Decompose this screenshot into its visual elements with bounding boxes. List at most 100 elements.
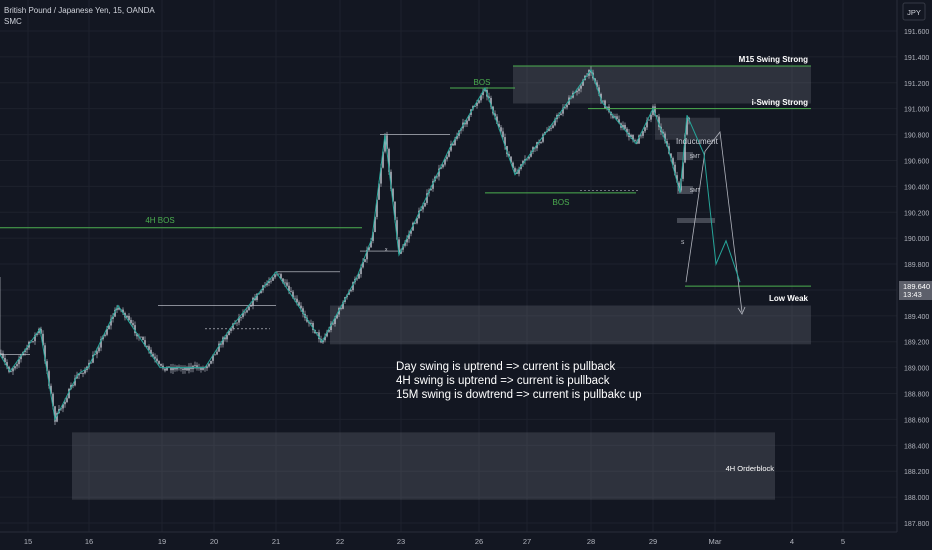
candle-body: [228, 330, 230, 336]
candle-body: [16, 364, 18, 367]
candle-body: [466, 120, 468, 125]
candle-body: [482, 90, 484, 96]
candle-body: [464, 122, 466, 125]
x-tick-label: 29: [649, 537, 657, 546]
currency-button[interactable]: JPY: [902, 2, 926, 21]
candle-body: [504, 137, 506, 147]
candle-body: [416, 218, 418, 224]
y-tick-label: 187.800: [904, 521, 929, 528]
zone-2: [330, 305, 811, 345]
candle-body: [500, 127, 502, 132]
candle-body: [220, 343, 222, 345]
candle-body: [358, 274, 360, 279]
candle-body: [60, 408, 62, 410]
symbol-title[interactable]: British Pound / Japanese Yen, 15, OANDA: [4, 6, 155, 15]
candle-body: [194, 365, 196, 367]
candle-body: [162, 365, 164, 369]
candle-body: [112, 316, 114, 319]
candle-body: [384, 135, 386, 152]
candle-body: [684, 134, 686, 163]
labels-layer: M15 Swing Strong i-Swing Strong Low Weak…: [145, 55, 808, 473]
candle-body: [4, 357, 6, 363]
candle-body: [132, 323, 134, 326]
candle-body: [148, 346, 150, 350]
candle-body: [126, 315, 128, 318]
candle-body: [652, 106, 654, 115]
structure-layer: [0, 65, 811, 355]
candle-body: [56, 412, 58, 422]
candle-body: [96, 351, 98, 355]
candle-body: [476, 102, 478, 106]
candle-body: [566, 104, 568, 108]
candle-body: [108, 325, 110, 330]
candle-body: [424, 202, 426, 207]
candle-body: [576, 90, 578, 93]
candle-body: [272, 277, 274, 281]
candle-body: [168, 366, 170, 368]
candle-body: [256, 293, 258, 301]
candle-body: [406, 238, 408, 243]
y-tick-label: 189.400: [904, 314, 929, 321]
candle-body: [454, 138, 456, 146]
candle-body: [332, 323, 334, 325]
candle-body: [528, 156, 530, 159]
candle-body: [242, 312, 244, 317]
candle-body: [654, 106, 656, 116]
candle-body: [372, 232, 374, 241]
x-tick-label: 26: [475, 537, 483, 546]
candle-body: [436, 176, 438, 178]
candle-body: [200, 367, 202, 370]
candle-body: [260, 290, 262, 294]
candle-body: [94, 354, 96, 356]
candle-body: [336, 314, 338, 319]
candle-body: [298, 302, 300, 306]
candle-body: [530, 151, 532, 157]
candle-body: [202, 367, 204, 370]
candle-body: [82, 372, 84, 374]
smt-label-2: SMT: [690, 188, 701, 194]
m15-swing-strong-label: M15 Swing Strong: [739, 55, 808, 64]
candle-body: [300, 305, 302, 309]
candle-body: [374, 216, 376, 233]
zone-0: [513, 65, 811, 104]
candle-body: [558, 114, 560, 116]
candle-body: [672, 158, 674, 165]
candle-body: [248, 306, 250, 311]
zones-layer: [72, 65, 811, 500]
candle-body: [402, 245, 404, 250]
candle-body: [40, 328, 42, 334]
candle-body: [632, 134, 634, 141]
candle-body: [614, 116, 616, 118]
current-price-tag: 189.640 13:43: [899, 281, 932, 300]
candle-body: [398, 239, 400, 254]
candle-body: [250, 305, 252, 307]
candle-body: [676, 175, 678, 183]
candle-body: [326, 331, 328, 337]
candle-body: [450, 143, 452, 151]
candle-body: [292, 291, 294, 299]
candle-body: [26, 347, 28, 350]
candle-body: [72, 384, 74, 386]
candle-body: [430, 188, 432, 191]
candle-body: [166, 366, 168, 371]
candle-body: [616, 116, 618, 120]
candle-body: [600, 93, 602, 101]
x-tick-label: 16: [85, 537, 93, 546]
candle-body: [602, 100, 604, 102]
price-axis[interactable]: 191.600 191.400 191.200 191.000 190.800 190.6…: [896, 0, 929, 532]
chart-header: British Pound / Japanese Yen, 15, OANDA …: [4, 5, 155, 27]
candle-body: [218, 343, 220, 352]
candle-body: [106, 329, 108, 335]
candle-body: [342, 301, 344, 309]
candle-body: [224, 337, 226, 340]
projection-arrowhead: [737, 306, 746, 315]
candle-body: [598, 87, 600, 94]
time-axis[interactable]: 15 16 19 20 21 22 23 26 27 28 29 Mar 4 5: [0, 531, 897, 546]
candle-body: [386, 135, 388, 149]
indicator-label[interactable]: SMC: [4, 17, 22, 26]
candle-body: [340, 308, 342, 309]
candle-body: [494, 113, 496, 117]
candle-body: [158, 361, 160, 364]
